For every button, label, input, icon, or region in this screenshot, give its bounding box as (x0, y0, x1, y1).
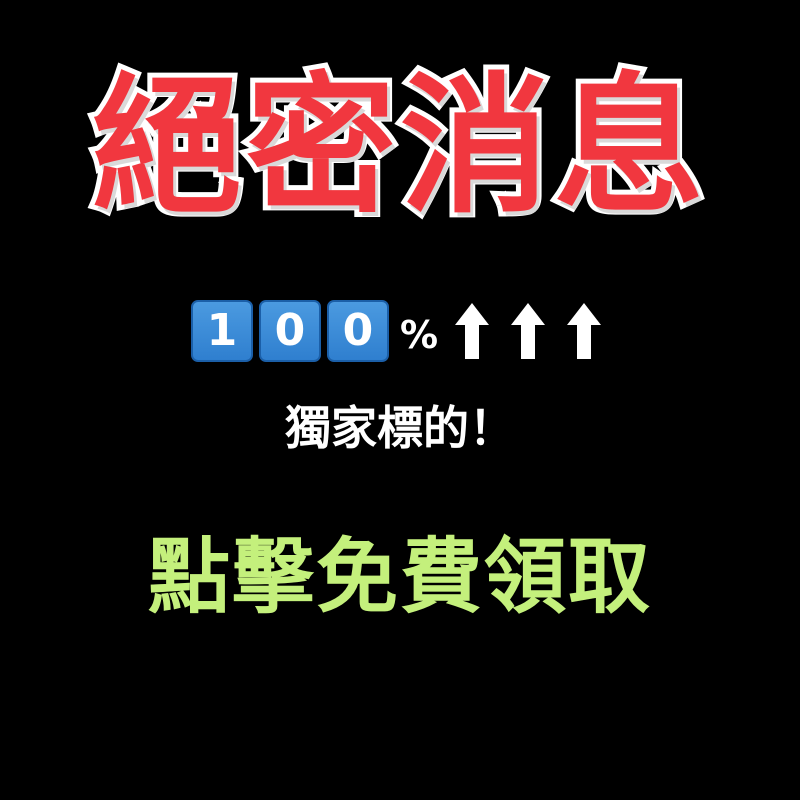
percent-sign: % (399, 313, 439, 357)
headline-title: 絕密消息 (87, 57, 709, 237)
percent-digit-box: 1 (190, 300, 253, 362)
percent-digit-box: 0 (258, 300, 321, 362)
arrow-up-icon (567, 303, 602, 359)
claim-free-cta[interactable]: 點擊免費領取 (147, 530, 652, 625)
percent-digit-box: 0 (326, 300, 389, 362)
arrow-up-icon (455, 303, 490, 359)
exclusive-pick-text: 獨家標的！ (285, 401, 515, 455)
arrow-up-icon (511, 303, 546, 359)
percentage-row: 1 0 0 % (0, 300, 800, 362)
